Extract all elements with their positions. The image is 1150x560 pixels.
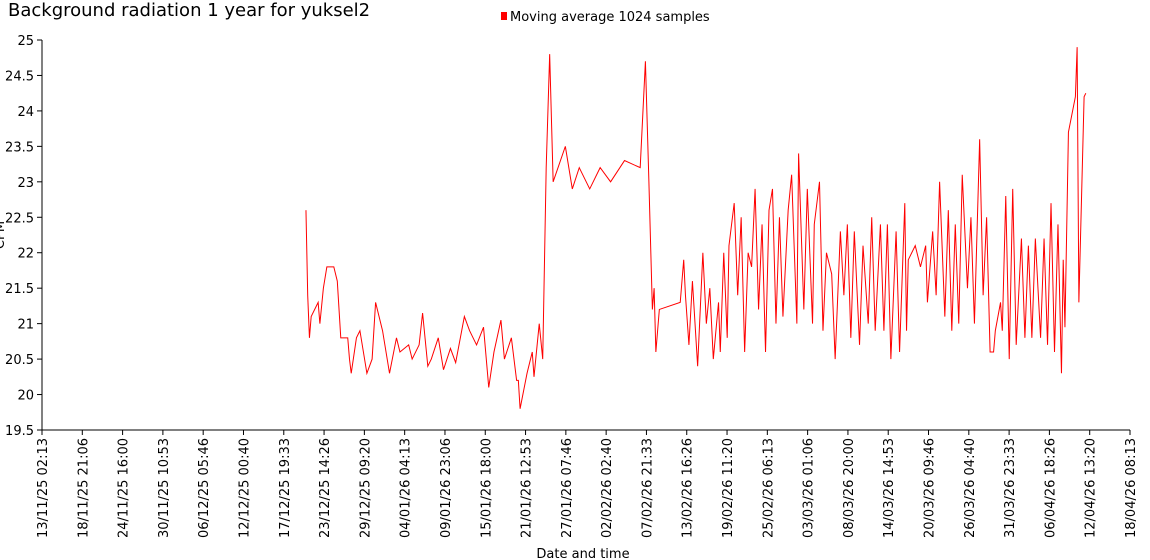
x-tick-label: 26/03/26 04:40	[963, 438, 978, 538]
x-tick-label: 15/01/26 18:00	[479, 438, 494, 538]
y-tick-label: 20	[17, 389, 34, 404]
y-tick-label: 24	[17, 105, 34, 120]
y-axis-label: CPM	[0, 221, 8, 249]
chart-title: Background radiation 1 year for yuksel2	[8, 0, 370, 21]
x-tick-label: 24/11/25 16:00	[117, 438, 132, 538]
x-tick-label: 21/01/26 12:53	[520, 438, 535, 538]
x-axis-label: Date and time	[536, 547, 629, 560]
x-tick-label: 02/02/26 02:40	[600, 438, 615, 538]
x-tick-label: 12/04/26 13:20	[1084, 438, 1099, 538]
y-tick-label: 19.5	[5, 424, 34, 439]
x-tick-label: 03/03/26 01:06	[802, 438, 817, 538]
x-tick-label: 09/01/26 23:06	[439, 438, 454, 538]
y-tick-label: 22.5	[5, 211, 34, 226]
x-tick-label: 23/12/25 14:26	[318, 438, 333, 538]
y-tick-label: 23.5	[5, 140, 34, 155]
legend-swatch	[501, 12, 507, 20]
data-line	[305, 47, 1087, 409]
x-tick-label: 04/01/26 04:13	[399, 438, 414, 538]
y-tick-label: 20.5	[5, 353, 34, 368]
y-tick-label: 25	[17, 34, 34, 49]
x-tick-label: 19/02/26 11:20	[721, 438, 736, 538]
x-tick-label: 18/04/26 08:13	[1124, 438, 1139, 538]
x-tick-label: 13/02/26 16:26	[681, 438, 696, 538]
y-tick-label: 24.5	[5, 69, 34, 84]
x-tick-label: 14/03/26 14:53	[882, 438, 897, 538]
y-tick-label: 23	[17, 176, 34, 191]
y-tick-label: 22	[17, 247, 34, 262]
y-tick-label: 21	[17, 318, 34, 333]
x-tick-label: 08/03/26 20:00	[842, 438, 857, 538]
x-tick-label: 27/01/26 07:46	[560, 438, 575, 538]
x-tick-label: 12/12/25 00:40	[237, 438, 252, 538]
x-tick-label: 06/12/25 05:46	[197, 438, 212, 538]
x-tick-label: 17/12/25 19:33	[278, 438, 293, 538]
legend-label: Moving average 1024 samples	[510, 10, 710, 25]
x-tick-label: 30/11/25 10:53	[157, 438, 172, 538]
x-tick-label: 13/11/25 02:13	[36, 438, 51, 538]
x-tick-label: 18/11/25 21:06	[76, 438, 91, 538]
x-tick-label: 31/03/26 23:33	[1003, 438, 1018, 538]
x-tick-label: 29/12/25 09:20	[358, 438, 373, 538]
x-tick-label: 06/04/26 18:26	[1043, 438, 1058, 538]
x-tick-label: 25/02/26 06:13	[761, 438, 776, 538]
y-tick-label: 21.5	[5, 282, 34, 297]
x-tick-label: 20/03/26 09:46	[923, 438, 938, 538]
x-tick-label: 07/02/26 21:33	[640, 438, 655, 538]
